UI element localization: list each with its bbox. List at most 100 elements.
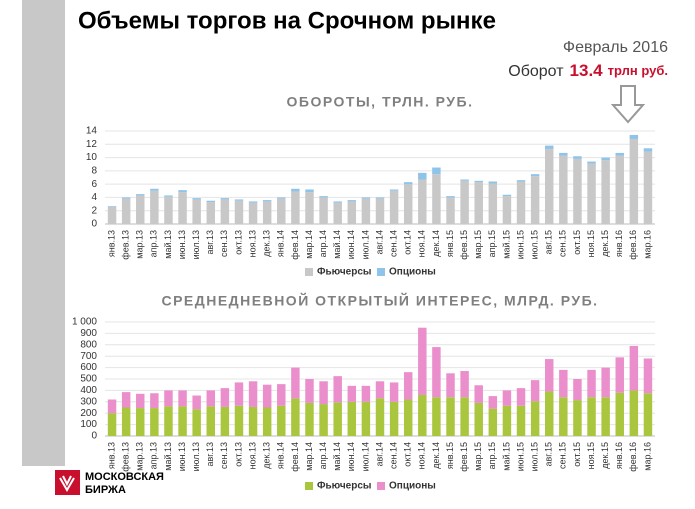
y-tick-label: 0 [91,431,97,442]
x-tick-label: янв.16 [614,230,624,257]
bar-segment [516,405,526,436]
x-tick-label: дек.14 [431,442,441,469]
x-tick-label: ноя.14 [417,230,427,257]
bar-segment [629,345,639,391]
bar-segment [319,381,328,405]
bar-segment [432,397,441,436]
turnover-value: 13.4 [570,61,604,80]
bar-segment [516,181,526,224]
x-tick-label: май.15 [501,442,511,471]
bar-segment [305,402,314,436]
bar-segment [220,198,230,200]
bar-segment [107,206,117,224]
x-tick-label: окт.15 [572,442,582,467]
bar-segment [277,384,286,406]
bar-segment [333,376,342,403]
bar-segment [291,191,300,224]
bar-segment [460,371,469,398]
bar-segment [516,180,526,182]
bar-segment [220,199,230,224]
y-tick-label: 14 [86,126,98,137]
x-tick-label: фев.13 [121,230,131,260]
bar-segment [375,198,385,224]
bar-segment [545,391,554,436]
x-tick-label: фев.15 [459,442,469,472]
bar-segment [629,134,639,139]
bar-segment [248,406,258,436]
bar-segment [121,407,131,436]
bar-segment [516,388,526,406]
bar-segment [488,408,498,436]
x-tick-label: июн.15 [515,442,525,471]
x-tick-label: сен.15 [558,442,568,469]
x-tick-label: окт.14 [403,442,413,467]
y-tick-label: 0 [91,219,97,230]
x-tick-label: янв.14 [276,230,286,257]
logo-line1: МОСКОВСКАЯ [85,471,164,483]
bar-segment [234,382,244,406]
bar-segment [136,195,145,224]
arrow-down [610,85,646,124]
legend-label: Опционы [389,481,436,492]
bar-segment [305,379,314,403]
x-tick-label: ноя.13 [247,442,257,469]
x-tick-label: окт.14 [403,230,413,255]
x-tick-label: июн.15 [515,230,525,259]
bar-segment [206,406,215,436]
turnover: Оборот 13.4 трлн руб. [508,61,668,80]
legend-label: Фьючерсы [317,267,371,278]
x-tick-label: июн.13 [177,230,187,259]
bar-segment [277,198,286,224]
bar-segment [164,390,173,407]
bar-segment [615,152,624,156]
bar-segment [488,396,498,409]
bar-segment [262,384,272,408]
x-tick-label: май.13 [163,442,173,471]
bar-segment [347,385,357,402]
bar-segment [178,190,187,193]
bar-segment [559,152,568,156]
bar-segment [164,406,173,436]
x-tick-label: янв.15 [445,230,455,257]
bar-segment [178,192,187,224]
x-tick-label: сен.15 [558,230,568,257]
bar-segment [403,184,413,224]
x-tick-label: сен.13 [219,230,229,257]
bar-segment [460,180,469,224]
bar-segment [573,158,582,224]
bar-segment [587,369,596,398]
bar-segment [107,399,117,414]
bar-segment [418,327,427,395]
y-tick-label: 10 [86,152,98,163]
bar-segment [460,397,469,436]
bar-segment [248,202,258,224]
logo-line2: БИРЖА [85,484,126,496]
x-tick-label: фев.13 [121,442,131,472]
bar-segment [615,392,624,436]
x-tick-label: мар.14 [304,442,314,471]
x-tick-label: май.14 [332,230,342,259]
turnover-label: Оборот [508,63,564,80]
bar-segment [150,190,159,224]
x-tick-label: мар.15 [473,442,483,471]
bar-segment [643,151,653,224]
bar-segment [234,199,244,201]
bar-segment [121,198,131,224]
bar-segment [488,181,498,184]
x-tick-label: янв.16 [614,442,624,469]
bar-segment [474,180,483,183]
x-tick-label: июл.13 [191,230,201,259]
bar-segment [375,381,385,399]
y-tick-label: 500 [80,374,97,385]
x-tick-label: дек.15 [600,230,610,257]
bar-segment [643,148,653,152]
x-tick-label: ноя.14 [417,442,427,469]
bar-segment [164,195,173,197]
x-tick-label: июл.13 [191,442,201,471]
bar-segment [220,388,230,407]
bar-segment [248,201,258,203]
bar-segment [234,405,244,436]
bar-segment [248,381,258,407]
bar-segment [262,200,272,202]
x-tick-label: июн.13 [177,442,187,471]
